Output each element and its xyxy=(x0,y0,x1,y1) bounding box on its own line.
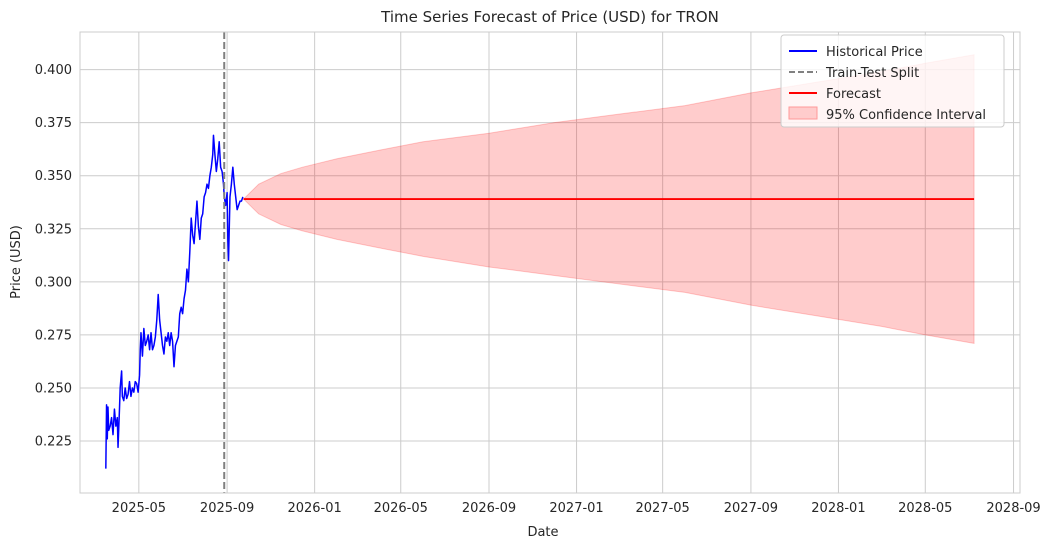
x-tick-label: 2028-01 xyxy=(811,501,865,516)
x-gridlines xyxy=(138,32,1015,493)
x-tick-label: 2027-05 xyxy=(635,501,689,516)
x-tick-label: 2028-05 xyxy=(898,501,952,516)
y-tick-labels: 0.225 0.250 0.275 0.300 0.325 0.350 0.375 0.400 xyxy=(35,63,72,449)
historical-layer xyxy=(105,134,244,469)
y-tick-label: 0.400 xyxy=(35,63,72,78)
y-tick-label: 0.275 xyxy=(35,328,72,343)
y-tick-label: 0.250 xyxy=(35,381,72,396)
legend-split-label: Train-Test Split xyxy=(825,66,919,81)
plot-frame xyxy=(79,31,1021,494)
x-tick-labels: 2025-05 2025-09 2026-01 2026-05 2026-09 2027-… xyxy=(112,501,1040,516)
y-axis-label: Price (USD) xyxy=(9,225,24,299)
legend-ci-label: 95% Confidence Interval xyxy=(826,108,986,123)
x-tick-label: 2026-05 xyxy=(374,501,428,516)
historical-price-line xyxy=(105,134,244,469)
y-tick-label: 0.375 xyxy=(35,116,72,131)
chart-title: Time Series Forecast of Price (USD) for … xyxy=(380,8,719,26)
legend-historical-label: Historical Price xyxy=(826,45,923,60)
x-tick-label: 2026-01 xyxy=(287,501,341,516)
x-tick-label: 2027-01 xyxy=(549,501,603,516)
y-tick-label: 0.300 xyxy=(35,275,72,290)
y-tick-label: 0.325 xyxy=(35,222,72,237)
legend-ci-swatch xyxy=(788,106,818,120)
x-tick-label: 2027-09 xyxy=(724,501,778,516)
x-tick-label: 2026-09 xyxy=(462,501,516,516)
y-tick-label: 0.350 xyxy=(35,169,72,184)
x-tick-label: 2028-09 xyxy=(986,501,1040,516)
x-axis-label: Date xyxy=(527,525,558,540)
legend-forecast-label: Forecast xyxy=(826,87,881,102)
x-tick-label: 2025-05 xyxy=(112,501,166,516)
legend-box xyxy=(780,34,1005,128)
legend: Historical Price Train-Test Split Foreca… xyxy=(780,34,1005,128)
y-tick-label: 0.225 xyxy=(35,434,72,449)
x-tick-label: 2025-09 xyxy=(200,501,254,516)
